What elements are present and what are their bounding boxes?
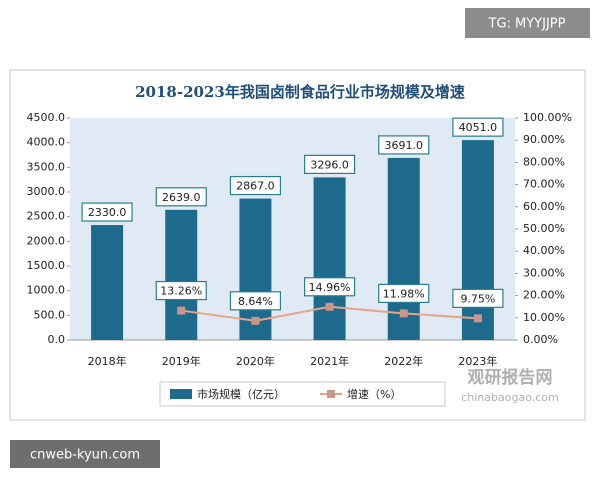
watermark-box <box>10 440 160 468</box>
x-tick-label: 2023年 <box>458 354 497 368</box>
x-tick-label: 2021年 <box>310 354 349 368</box>
line-marker <box>325 302 334 311</box>
y2-tick-label: 40.00% <box>523 244 565 257</box>
legend-label: 增速（%） <box>347 387 401 401</box>
legend-swatch <box>170 389 192 399</box>
data-label-box <box>452 117 504 137</box>
y2-tick-label: 60.00% <box>523 200 565 213</box>
bar <box>313 177 346 340</box>
y-tick-label: 2500.0 <box>27 210 66 223</box>
line-marker <box>399 309 408 318</box>
data-label-box <box>155 280 207 301</box>
watermark-box <box>465 8 590 38</box>
y2-tick-label: 30.00% <box>523 266 565 279</box>
data-label: 11.98% <box>383 287 425 300</box>
y-tick-label: 1500.0 <box>27 259 66 272</box>
y2-tick-label: 90.00% <box>523 133 565 146</box>
data-label-box <box>81 202 133 222</box>
data-label: 3296.0 <box>310 158 349 171</box>
x-tick-label: 2019年 <box>162 354 201 368</box>
data-label-box <box>229 175 282 196</box>
data-label-box <box>303 277 356 297</box>
x-tick-label: 2018年 <box>88 354 127 368</box>
y2-tick-label: 100.00% <box>523 111 572 124</box>
data-label: 3691.0 <box>385 139 424 152</box>
y-tick-label: 500.0 <box>34 308 66 321</box>
legend <box>159 381 446 407</box>
data-label-box <box>229 291 282 311</box>
y2-tick-label: 10.00% <box>523 311 565 324</box>
line-marker <box>251 316 260 325</box>
y-tick-label: 2000.0 <box>27 234 66 247</box>
x-tick-label: 2022年 <box>384 354 423 368</box>
data-label-box <box>452 288 504 308</box>
data-label-box <box>303 154 356 174</box>
data-label: 9.75% <box>460 292 495 305</box>
data-label: 14.96% <box>309 281 351 294</box>
data-label-box <box>155 187 207 207</box>
y-tick-label: 1000.0 <box>27 284 66 297</box>
watermark: cnweb-kyun.com <box>30 448 140 463</box>
legend-swatch <box>327 390 335 398</box>
line-marker <box>177 306 186 315</box>
brand-url: chinabaogao.com <box>461 391 559 404</box>
data-label: 2639.0 <box>162 191 201 204</box>
y-tick-label: 4500.0 <box>27 111 66 124</box>
y2-tick-label: 0.00% <box>523 333 558 346</box>
bar <box>165 209 198 340</box>
data-label: 4051.0 <box>459 121 498 134</box>
bar <box>91 225 124 340</box>
y2-tick-label: 50.00% <box>523 222 565 235</box>
y-tick-label: 3000.0 <box>27 185 66 198</box>
data-label-box <box>378 283 430 304</box>
y-tick-label: 3500.0 <box>27 160 66 173</box>
data-label: 8.64% <box>238 295 273 308</box>
line-marker <box>473 314 482 323</box>
y-tick-label: 4000.0 <box>27 136 66 149</box>
plot-area <box>70 118 515 340</box>
data-label: 2330.0 <box>88 206 127 219</box>
data-label: 2867.0 <box>236 180 275 193</box>
y-tick-label: 0.0 <box>48 333 66 346</box>
y2-tick-label: 70.00% <box>523 178 565 191</box>
y2-tick-label: 20.00% <box>523 289 565 302</box>
bar <box>461 140 494 340</box>
bar <box>239 198 272 340</box>
chart-title: 2018-2023年我国卤制食品行业市场规模及增速 <box>135 83 465 101</box>
x-tick-label: 2020年 <box>236 354 275 368</box>
y2-tick-label: 80.00% <box>523 155 565 168</box>
legend-label: 市场规模（亿元） <box>197 387 285 401</box>
data-label-box <box>378 135 430 155</box>
data-label: 13.26% <box>160 285 202 298</box>
watermark: TG: MYYJJPP <box>488 17 566 32</box>
brand: 观研报告网 <box>467 367 553 388</box>
